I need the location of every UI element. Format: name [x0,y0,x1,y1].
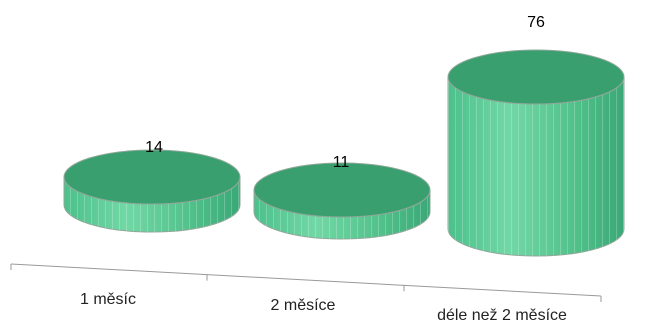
bar-series [63,49,625,257]
bar [447,49,625,257]
bar-stripes [448,77,624,256]
data-label: 14 [145,139,163,156]
x-axis [10,263,602,302]
x-axis-line [10,263,602,297]
bar-top [447,49,625,105]
data-label: 76 [527,14,545,31]
x-tick-label: 2 měsíce [271,297,336,314]
x-tick-label: 1 měsíc [80,291,136,308]
bar [253,162,431,240]
bar-stripes [254,190,430,239]
bar-top [63,149,241,205]
bar-top [253,162,431,218]
data-label: 11 [333,154,350,171]
bar [63,149,241,233]
x-tick-label: déle než 2 měsíce [437,307,567,324]
